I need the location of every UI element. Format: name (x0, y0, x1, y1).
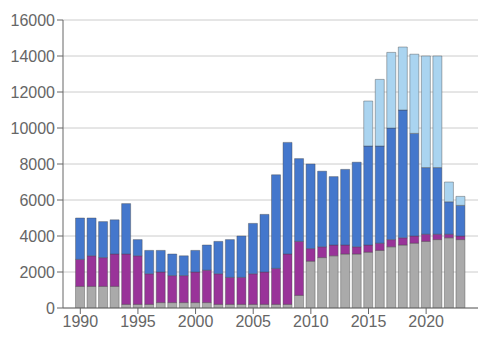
svg-text:1995: 1995 (120, 313, 156, 330)
svg-text:2005: 2005 (235, 313, 271, 330)
svg-text:14000: 14000 (11, 48, 56, 65)
svg-text:12000: 12000 (11, 84, 56, 101)
svg-text:10000: 10000 (11, 120, 56, 137)
svg-text:6000: 6000 (19, 192, 55, 209)
svg-text:2000: 2000 (178, 313, 214, 330)
svg-text:4000: 4000 (19, 228, 55, 245)
svg-text:2010: 2010 (293, 313, 329, 330)
svg-text:0: 0 (46, 300, 55, 317)
svg-text:2000: 2000 (19, 264, 55, 281)
svg-text:2020: 2020 (408, 313, 444, 330)
svg-text:2015: 2015 (351, 313, 387, 330)
svg-text:1990: 1990 (62, 313, 98, 330)
svg-text:16000: 16000 (11, 12, 56, 29)
svg-text:8000: 8000 (19, 156, 55, 173)
